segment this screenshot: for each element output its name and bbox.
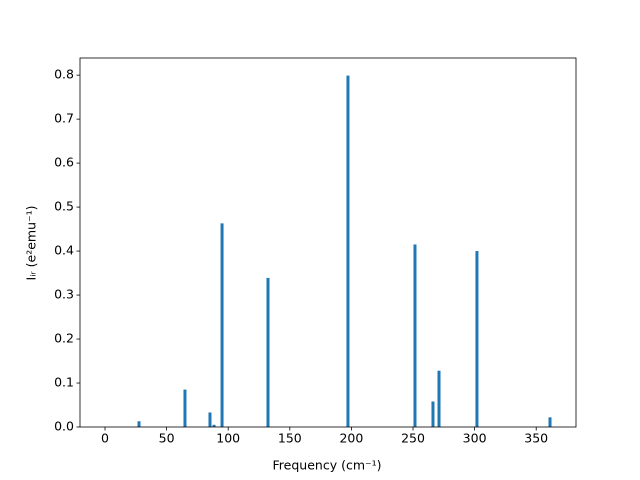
- bar: [220, 223, 224, 427]
- x-tick-label: 200: [339, 431, 363, 446]
- bar: [266, 277, 270, 427]
- y-tick-label: 0.0: [54, 419, 74, 434]
- y-tick-label: 0.6: [54, 155, 74, 170]
- y-tick-label: 0.4: [54, 243, 74, 258]
- x-tick-label: 100: [216, 431, 240, 446]
- bar: [212, 424, 216, 427]
- y-tick-label: 0.2: [54, 331, 74, 346]
- x-tick-label: 50: [159, 431, 175, 446]
- bar: [431, 401, 435, 427]
- bar: [208, 412, 212, 427]
- bar: [548, 417, 552, 427]
- bar: [183, 389, 187, 427]
- x-tick-label: 0: [101, 431, 109, 446]
- y-tick-label: 0.1: [54, 375, 74, 390]
- x-tick-label: 150: [278, 431, 302, 446]
- bar: [346, 75, 350, 427]
- plot-frame: [79, 57, 577, 428]
- y-tick-label: 0.5: [54, 199, 74, 214]
- y-tick-label: 0.3: [54, 287, 74, 302]
- y-tick-label: 0.7: [54, 111, 74, 126]
- x-axis-label: Frequency (cm⁻¹): [273, 458, 382, 473]
- y-tick-label: 0.8: [54, 67, 74, 82]
- bar: [475, 251, 479, 427]
- bar: [137, 421, 141, 427]
- x-tick-label: 250: [401, 431, 425, 446]
- bar: [437, 370, 441, 427]
- x-tick-label: 300: [463, 431, 487, 446]
- x-tick-label: 350: [524, 431, 548, 446]
- y-axis-label: Iᵢᵣ (e²emu⁻¹): [24, 206, 39, 281]
- bar: [413, 244, 417, 427]
